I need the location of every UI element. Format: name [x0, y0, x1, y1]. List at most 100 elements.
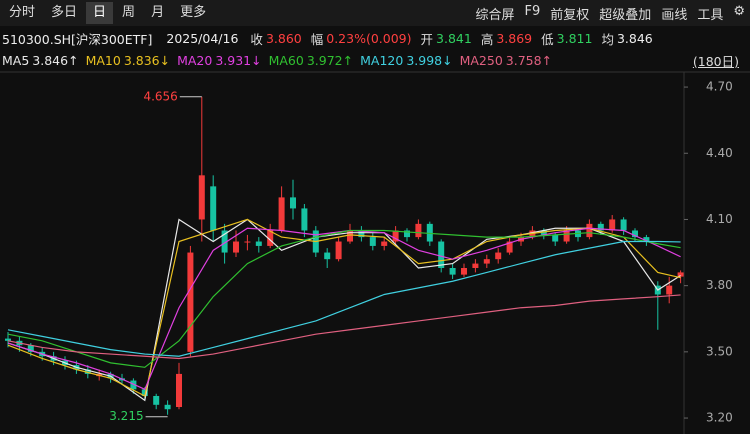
- candle-body: [506, 241, 513, 253]
- candle-body: [461, 267, 467, 275]
- y-tick-label: 3.50: [706, 344, 733, 358]
- ma-name: MA120: [360, 52, 404, 68]
- y-tick-label: 4.40: [706, 146, 733, 160]
- candle-body: [632, 230, 638, 238]
- value: 3.846: [616, 30, 653, 46]
- tools: 综合屏 F9 前复权 超级叠加 画线 工具 ⚙: [471, 4, 750, 23]
- ma-value: 3.758↑: [505, 52, 553, 68]
- candle-body: [198, 175, 205, 220]
- value: 3.841: [436, 30, 472, 46]
- ma-name: MA5: [2, 52, 30, 68]
- candle-body: [404, 230, 410, 238]
- tool[interactable]: 综合屏: [475, 7, 515, 23]
- value: 3.811: [556, 30, 593, 46]
- candle-body: [301, 208, 308, 231]
- tab[interactable]: 分时: [9, 5, 36, 20]
- candle-body: [586, 223, 593, 238]
- ma-line: [7, 218, 681, 397]
- candle-body: [540, 230, 547, 235]
- candle-body: [335, 241, 342, 260]
- candle-body: [233, 241, 239, 253]
- ma-value: 3.998↓: [406, 52, 453, 68]
- ma-value: 3.972↑: [306, 52, 354, 68]
- value: 3.860: [265, 30, 302, 46]
- value: 0.23%(0.009): [326, 30, 412, 46]
- candle-body: [415, 223, 422, 238]
- label: 开: [420, 31, 434, 47]
- ma-name: MA20: [177, 52, 213, 68]
- ma-line: [7, 240, 681, 357]
- tool[interactable]: F9: [524, 3, 541, 19]
- candle-body: [472, 263, 479, 268]
- y-tick-label: 3.80: [706, 278, 733, 292]
- candle-body: [392, 230, 399, 242]
- tool[interactable]: 工具: [697, 7, 724, 23]
- candle-body: [221, 230, 228, 253]
- y-tick-label: 3.20: [706, 411, 733, 425]
- candle-body: [324, 252, 331, 260]
- candle-body: [552, 234, 559, 242]
- label: 幅: [310, 31, 324, 47]
- annotation-low: 3.215: [109, 409, 143, 423]
- ma-line: [7, 229, 681, 368]
- candle-body: [381, 241, 388, 246]
- ma-legend: (180日) MA5 3.846↑ MA10 3.836↓ MA20 3.931↓ MA60…: [0, 50, 750, 70]
- tool[interactable]: 画线: [661, 7, 688, 23]
- ma-value: 3.931↓: [215, 52, 262, 68]
- settings-icon[interactable]: ⚙: [733, 3, 745, 19]
- label: 低: [541, 31, 554, 47]
- candle-body: [438, 241, 445, 268]
- candle-body: [130, 380, 137, 390]
- candle-body: [597, 223, 604, 231]
- value: 3.869: [496, 30, 533, 46]
- candle-body: [290, 197, 296, 209]
- candle-body: [426, 223, 433, 242]
- candle-body: [609, 219, 616, 231]
- candle-body: [164, 404, 171, 410]
- period[interactable]: (180日): [692, 53, 739, 69]
- candle-body: [620, 219, 627, 231]
- candle-body: [255, 241, 262, 246]
- candle-body: [187, 252, 194, 352]
- candle-body: [267, 230, 274, 246]
- toolbar: 分时 多日日周月更多 综合屏 F9 前复权 超级叠加 画线 工具 ⚙: [0, 0, 750, 26]
- ma-name: MA60: [268, 52, 304, 68]
- candle-body: [563, 230, 570, 242]
- candle-body: [84, 369, 91, 374]
- candle-body: [666, 285, 673, 295]
- tab[interactable]: 月: [151, 5, 165, 20]
- candle-body: [141, 389, 148, 396]
- tab[interactable]: 日: [86, 2, 114, 24]
- candle-body: [244, 241, 251, 243]
- tool[interactable]: 前复权: [550, 7, 590, 23]
- annotation-high: 4.656: [143, 89, 177, 103]
- candle-body: [27, 345, 34, 352]
- candle-body: [153, 395, 160, 405]
- tab[interactable]: 周: [122, 5, 136, 20]
- candle-body: [176, 373, 182, 408]
- candle-body: [677, 272, 684, 277]
- candle-body: [369, 237, 376, 246]
- ma-line: [7, 227, 681, 391]
- candle-body: [278, 197, 285, 231]
- candle-body: [210, 186, 217, 231]
- candle-body: [495, 252, 502, 260]
- label: 收: [250, 31, 263, 47]
- candle-body: [5, 338, 11, 341]
- y-tick-label: 4.10: [706, 212, 733, 226]
- ma-value: 3.846↑: [32, 52, 79, 68]
- candle-body: [347, 230, 353, 242]
- y-tick-label: 4.70: [706, 80, 733, 94]
- label: 均: [601, 31, 614, 47]
- ma-name: MA10: [85, 52, 121, 68]
- candle-body: [483, 259, 490, 264]
- label: 高: [480, 31, 494, 47]
- tab[interactable]: 多日: [51, 5, 78, 20]
- tab[interactable]: 更多: [180, 5, 207, 20]
- tool[interactable]: 超级叠加: [599, 7, 652, 23]
- ma-name: MA250: [459, 52, 503, 68]
- ma-line: [7, 294, 681, 360]
